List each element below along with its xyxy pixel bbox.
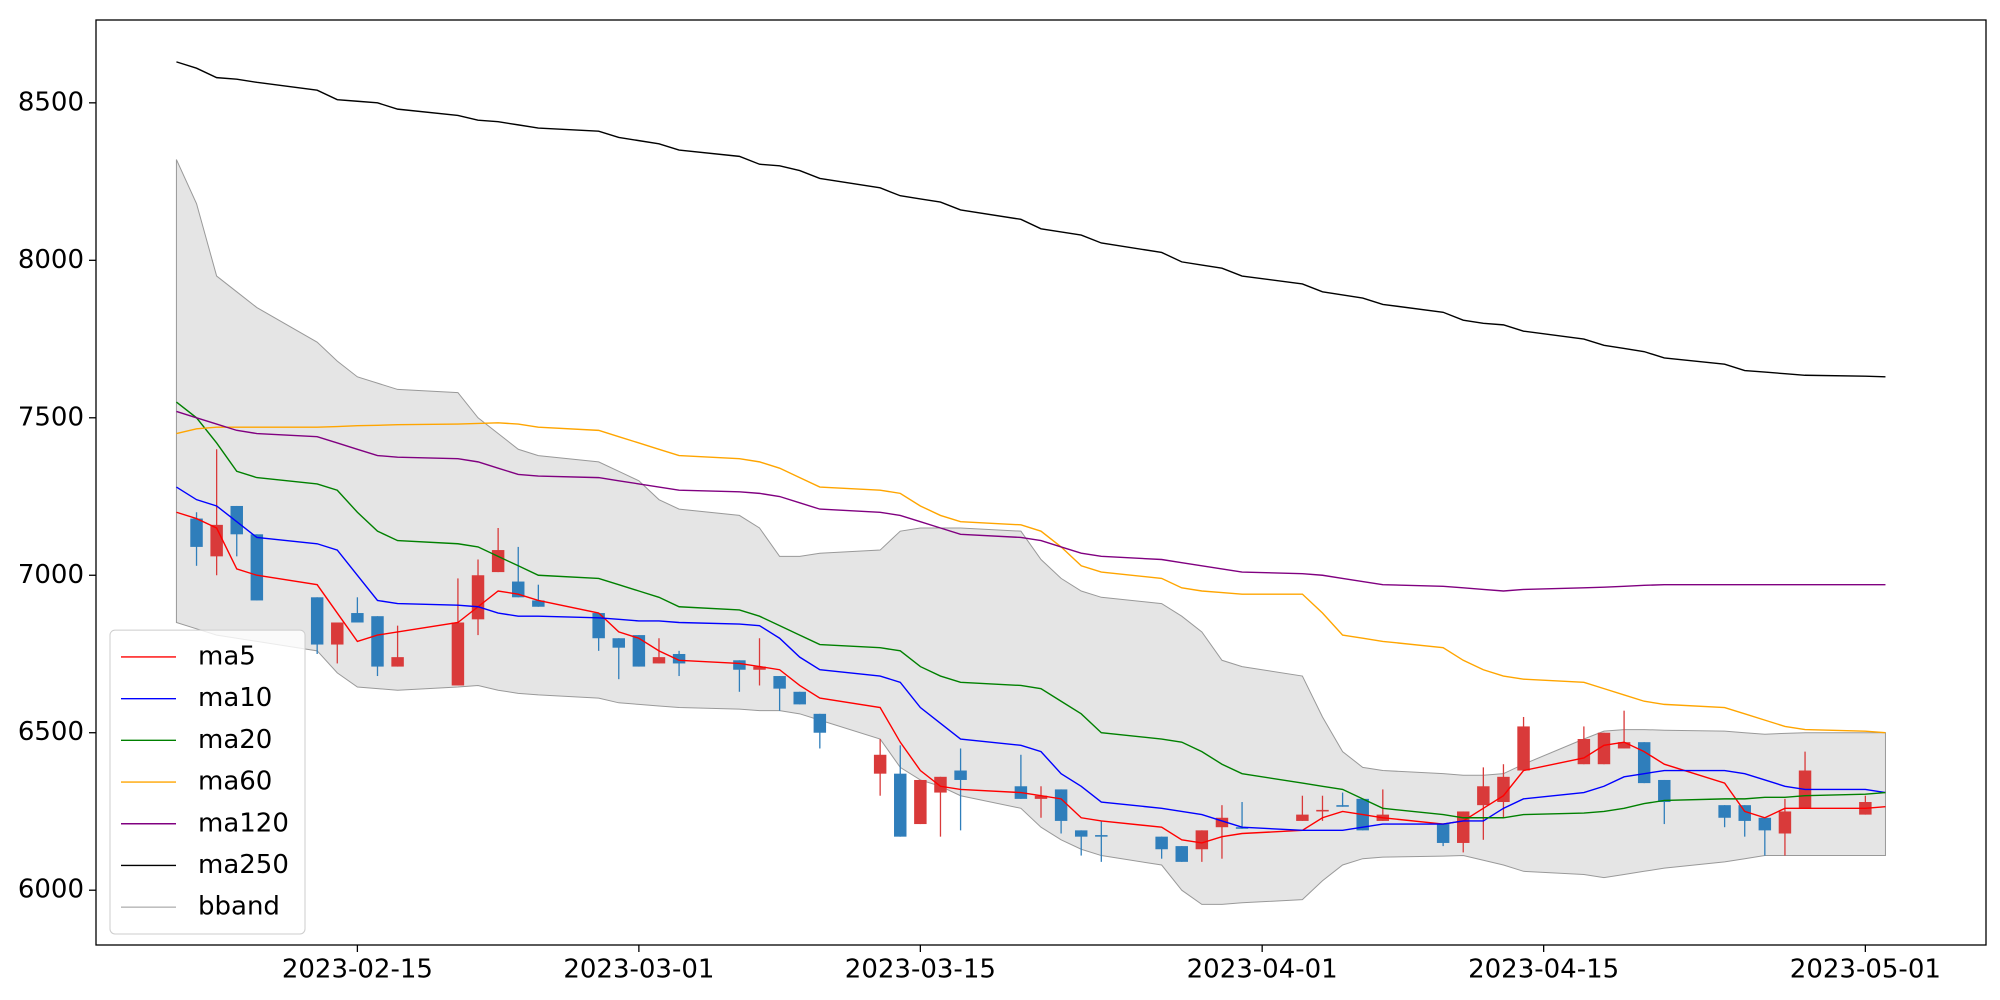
candle-body [1577, 739, 1591, 765]
candle-body [652, 657, 666, 664]
candle-body [914, 779, 927, 825]
candle-body [592, 613, 605, 639]
candle-body [471, 575, 485, 620]
candle-body [1175, 846, 1188, 862]
candle-body [1095, 835, 1108, 837]
ma-line [176, 410, 1886, 592]
candle-body [1738, 805, 1751, 821]
x-tick-label: 2023-03-01 [563, 955, 714, 985]
legend-label: ma10 [198, 683, 272, 713]
candle-body [451, 622, 465, 686]
candle-body [672, 653, 686, 664]
legend-label: ma20 [198, 725, 272, 755]
plot-frame [95, 19, 1987, 946]
candle-body [1316, 809, 1329, 812]
candle-body [1436, 824, 1450, 843]
candle-body [190, 518, 203, 547]
legend-label: bband [198, 892, 280, 922]
candle-body [1718, 805, 1731, 818]
legend-label: ma120 [198, 808, 289, 838]
candle-body [1034, 795, 1048, 799]
ma-line [176, 511, 1886, 844]
legend: ma5 ma10 ma20 ma60 ma120 ma250 bband [109, 629, 306, 935]
candle-body [1215, 817, 1229, 828]
candle-body [894, 773, 907, 837]
candle-body [934, 776, 947, 793]
candle-body [230, 505, 243, 535]
bband-area [175, 159, 1886, 905]
candle-body [250, 534, 264, 601]
x-tick-label: 2023-04-01 [1187, 955, 1338, 985]
candle-body [1778, 811, 1792, 834]
x-tick-label: 2023-02-15 [282, 955, 433, 985]
candle-body [1637, 742, 1651, 784]
ma-line [176, 422, 1886, 734]
x-tick-label: 2023-03-15 [845, 955, 996, 985]
candle-body [371, 616, 384, 667]
ma-line [175, 401, 1886, 819]
candle-body [331, 622, 344, 645]
candle-body [1336, 805, 1349, 807]
candle-body [873, 754, 887, 774]
y-tick-label: 7000 [18, 560, 84, 590]
y-tick-label: 8000 [18, 245, 84, 275]
legend-label: ma250 [198, 850, 289, 880]
y-tick-label: 6500 [18, 717, 84, 747]
candle-body [1235, 827, 1249, 829]
candle-body [813, 713, 827, 733]
candle-body [773, 676, 786, 689]
candle-body [1054, 789, 1068, 821]
candle-body [1477, 786, 1490, 806]
candle-body [210, 524, 223, 557]
candle-body [391, 657, 404, 667]
candle-body [1658, 779, 1671, 803]
legend-label: ma5 [198, 641, 256, 671]
candle-body [733, 660, 746, 670]
y-tick-label: 8500 [18, 87, 84, 117]
candle-body [753, 666, 766, 670]
x-tick-label: 2023-04-15 [1468, 955, 1619, 985]
candle-body [1457, 811, 1470, 843]
candle-body [532, 600, 545, 607]
candle-body [1497, 776, 1510, 803]
ma-line [176, 486, 1886, 832]
candle-body [1195, 830, 1209, 850]
ma-line [176, 61, 1886, 378]
candle-body [351, 613, 364, 623]
candle-body [1758, 817, 1772, 831]
candle-body [1155, 836, 1168, 850]
candle-body [1296, 814, 1309, 821]
candle-body [1074, 830, 1088, 837]
candle-body [1597, 732, 1611, 765]
candle-body [310, 597, 324, 645]
y-tick-label: 7500 [18, 402, 84, 432]
candle-body [1617, 742, 1631, 749]
candle-body [954, 770, 967, 780]
x-tick-label: 2023-05-01 [1790, 955, 1941, 985]
y-tick-label: 6000 [18, 875, 84, 905]
candle-body [1517, 726, 1530, 771]
candle-body [612, 638, 625, 648]
candle-body [632, 635, 646, 667]
legend-box [109, 629, 306, 935]
candle-body [793, 691, 806, 705]
candle-body [491, 550, 505, 573]
legend-label: ma60 [198, 767, 272, 797]
